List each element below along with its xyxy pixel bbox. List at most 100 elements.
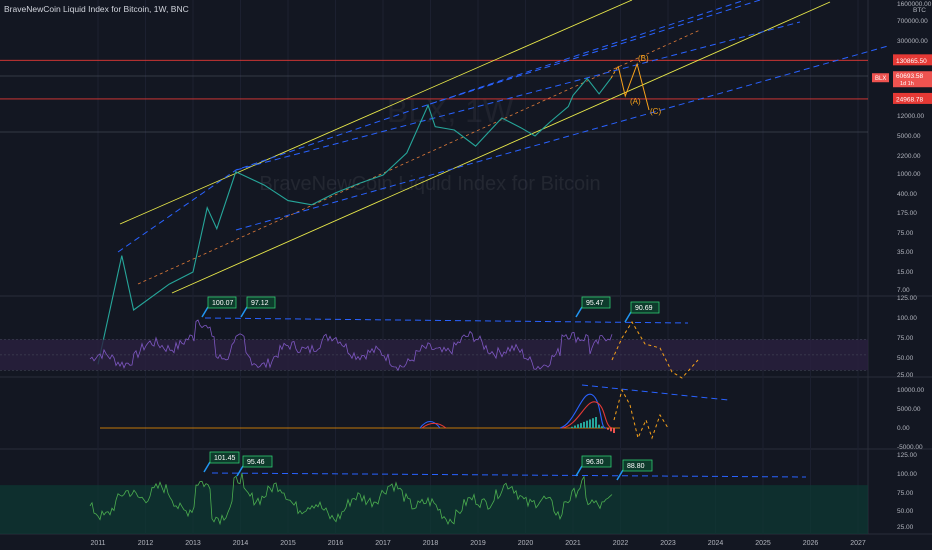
osc-axis-tick: 50.00 [897,508,914,515]
wave-label-c: (C) [650,107,661,116]
macd-histogram-bar [583,421,585,428]
time-axis-label: 2012 [138,540,154,547]
macd-signal-2021 [561,401,613,429]
time-axis-label: 2014 [233,540,249,547]
rsi-annotation-box [246,296,276,309]
osc-axis-tick: 25.00 [897,524,914,531]
macd-line-2018 [419,421,441,429]
rsi-annotation-pointer [201,306,209,318]
rsi-annotation-label: 100.07 [212,300,234,307]
channel-median-line [137,29,701,285]
time-axis-label: 2027 [850,540,866,547]
price-axis-tick: 1600000.00 [897,1,932,8]
macd-projection [613,388,669,440]
osc-line [89,472,613,526]
rsi-line [89,319,613,372]
osc-axis-tick: 75.00 [897,490,914,497]
series-label-bg [872,73,889,83]
macd-axis-tick: 10000.00 [897,387,924,394]
time-axis-label: 2023 [660,540,676,547]
rsi-axis-tick: 75.00 [897,335,914,342]
price-label-text: 24968.78 [896,96,923,103]
macd-histogram-bar [589,419,591,428]
osc-annotation-box [622,459,653,472]
macd-histogram-bar [610,428,612,432]
time-axis-label: 2011 [90,540,105,547]
channel-upper-line [119,0,633,225]
macd-histogram-bar [598,424,600,428]
channel-lower-line [171,1,831,294]
time-axis-label: 2021 [565,540,581,547]
osc-trend-line [211,472,807,478]
wave-label-b: (B) [638,54,649,63]
price-label-bg [893,54,932,66]
rsi-annotation-box [581,296,611,309]
osc-annotation-box [581,455,612,468]
osc-annotation-pointer [236,465,244,477]
last-price-value: 60693.58 [896,73,923,80]
osc-axis-tick: 100.00 [897,471,917,478]
rsi-annotation-label: 97.12 [251,300,269,307]
price-axis-unit: BTC [913,7,926,14]
last-price-bg [893,71,932,88]
wave-label-a: (A) [630,97,641,106]
rsi-projection [611,321,699,379]
rsi-trend-line [204,317,689,324]
rsi-axis-tick: 25.00 [897,372,914,379]
time-axis-label: 2019 [470,540,486,547]
osc-annotation-box [242,455,273,468]
macd-axis-tick: 5000.00 [897,406,921,413]
wave-projection-line [617,62,650,111]
time-axis-label: 2022 [613,540,629,547]
watermark-symbol: BLX, 1W [387,93,514,129]
price-axis-tick: 75.00 [897,230,914,237]
time-axis-label: 2016 [328,540,344,547]
price-axis-tick: 35.00 [897,249,914,256]
series-label: BLX [875,76,886,82]
rsi-annotation-pointer [624,311,632,323]
macd-histogram-bar [571,426,573,428]
time-axis-label: 2026 [803,540,819,547]
price-axis-tick: 700000.00 [897,18,928,25]
osc-annotation-label: 88.80 [627,463,645,470]
price-label-bg [893,92,932,104]
trend-line-mid [235,21,801,171]
macd-histogram-bar [613,428,615,433]
macd-line-2021 [559,393,607,429]
osc-annotation-pointer [616,469,624,481]
rsi-annotation-pointer [240,306,248,318]
watermark-name: BraveNewCoin Liquid Index for Bitcoin [259,173,600,195]
rsi-annotation-box [207,296,237,309]
macd-histogram-bar [592,418,594,428]
price-series-line [97,77,612,365]
rsi-axis-tick: 125.00 [897,295,917,302]
chart-title: BraveNewCoin Liquid Index for Bitcoin, 1… [4,4,189,14]
price-axis-tick: 1000.00 [897,171,921,178]
osc-band [0,485,868,534]
time-axis-label: 2020 [518,540,534,547]
osc-annotation-pointer [575,465,583,477]
time-axis-label: 2013 [185,540,201,547]
rsi-axis-tick: 100.00 [897,315,917,322]
macd-axis-tick: 0.00 [897,425,910,432]
price-axis-tick: 300000.00 [897,38,928,45]
macd-histogram-bar [601,426,603,428]
last-price-countdown: 1d 1h [900,81,914,87]
trend-line-lower [235,45,889,231]
price-label-text: 130865.50 [896,58,927,65]
macd-signal-2018 [421,422,447,429]
osc-axis-tick: 125.00 [897,452,917,459]
macd-trend-line [581,384,729,401]
macd-histogram-bar [577,424,579,428]
rsi-annotation-box [630,301,660,314]
price-axis-tick: 400.00 [897,191,917,198]
time-axis-label: 2017 [375,540,391,547]
time-axis-label: 2025 [755,540,771,547]
price-axis-tick: 15.00 [897,269,914,276]
osc-annotation-label: 101.45 [214,455,236,462]
time-axis-label: 2018 [423,540,439,547]
rsi-annotation-label: 90.69 [635,305,653,312]
macd-histogram-bar [586,420,588,428]
price-axis-tick: 7.00 [897,287,910,294]
